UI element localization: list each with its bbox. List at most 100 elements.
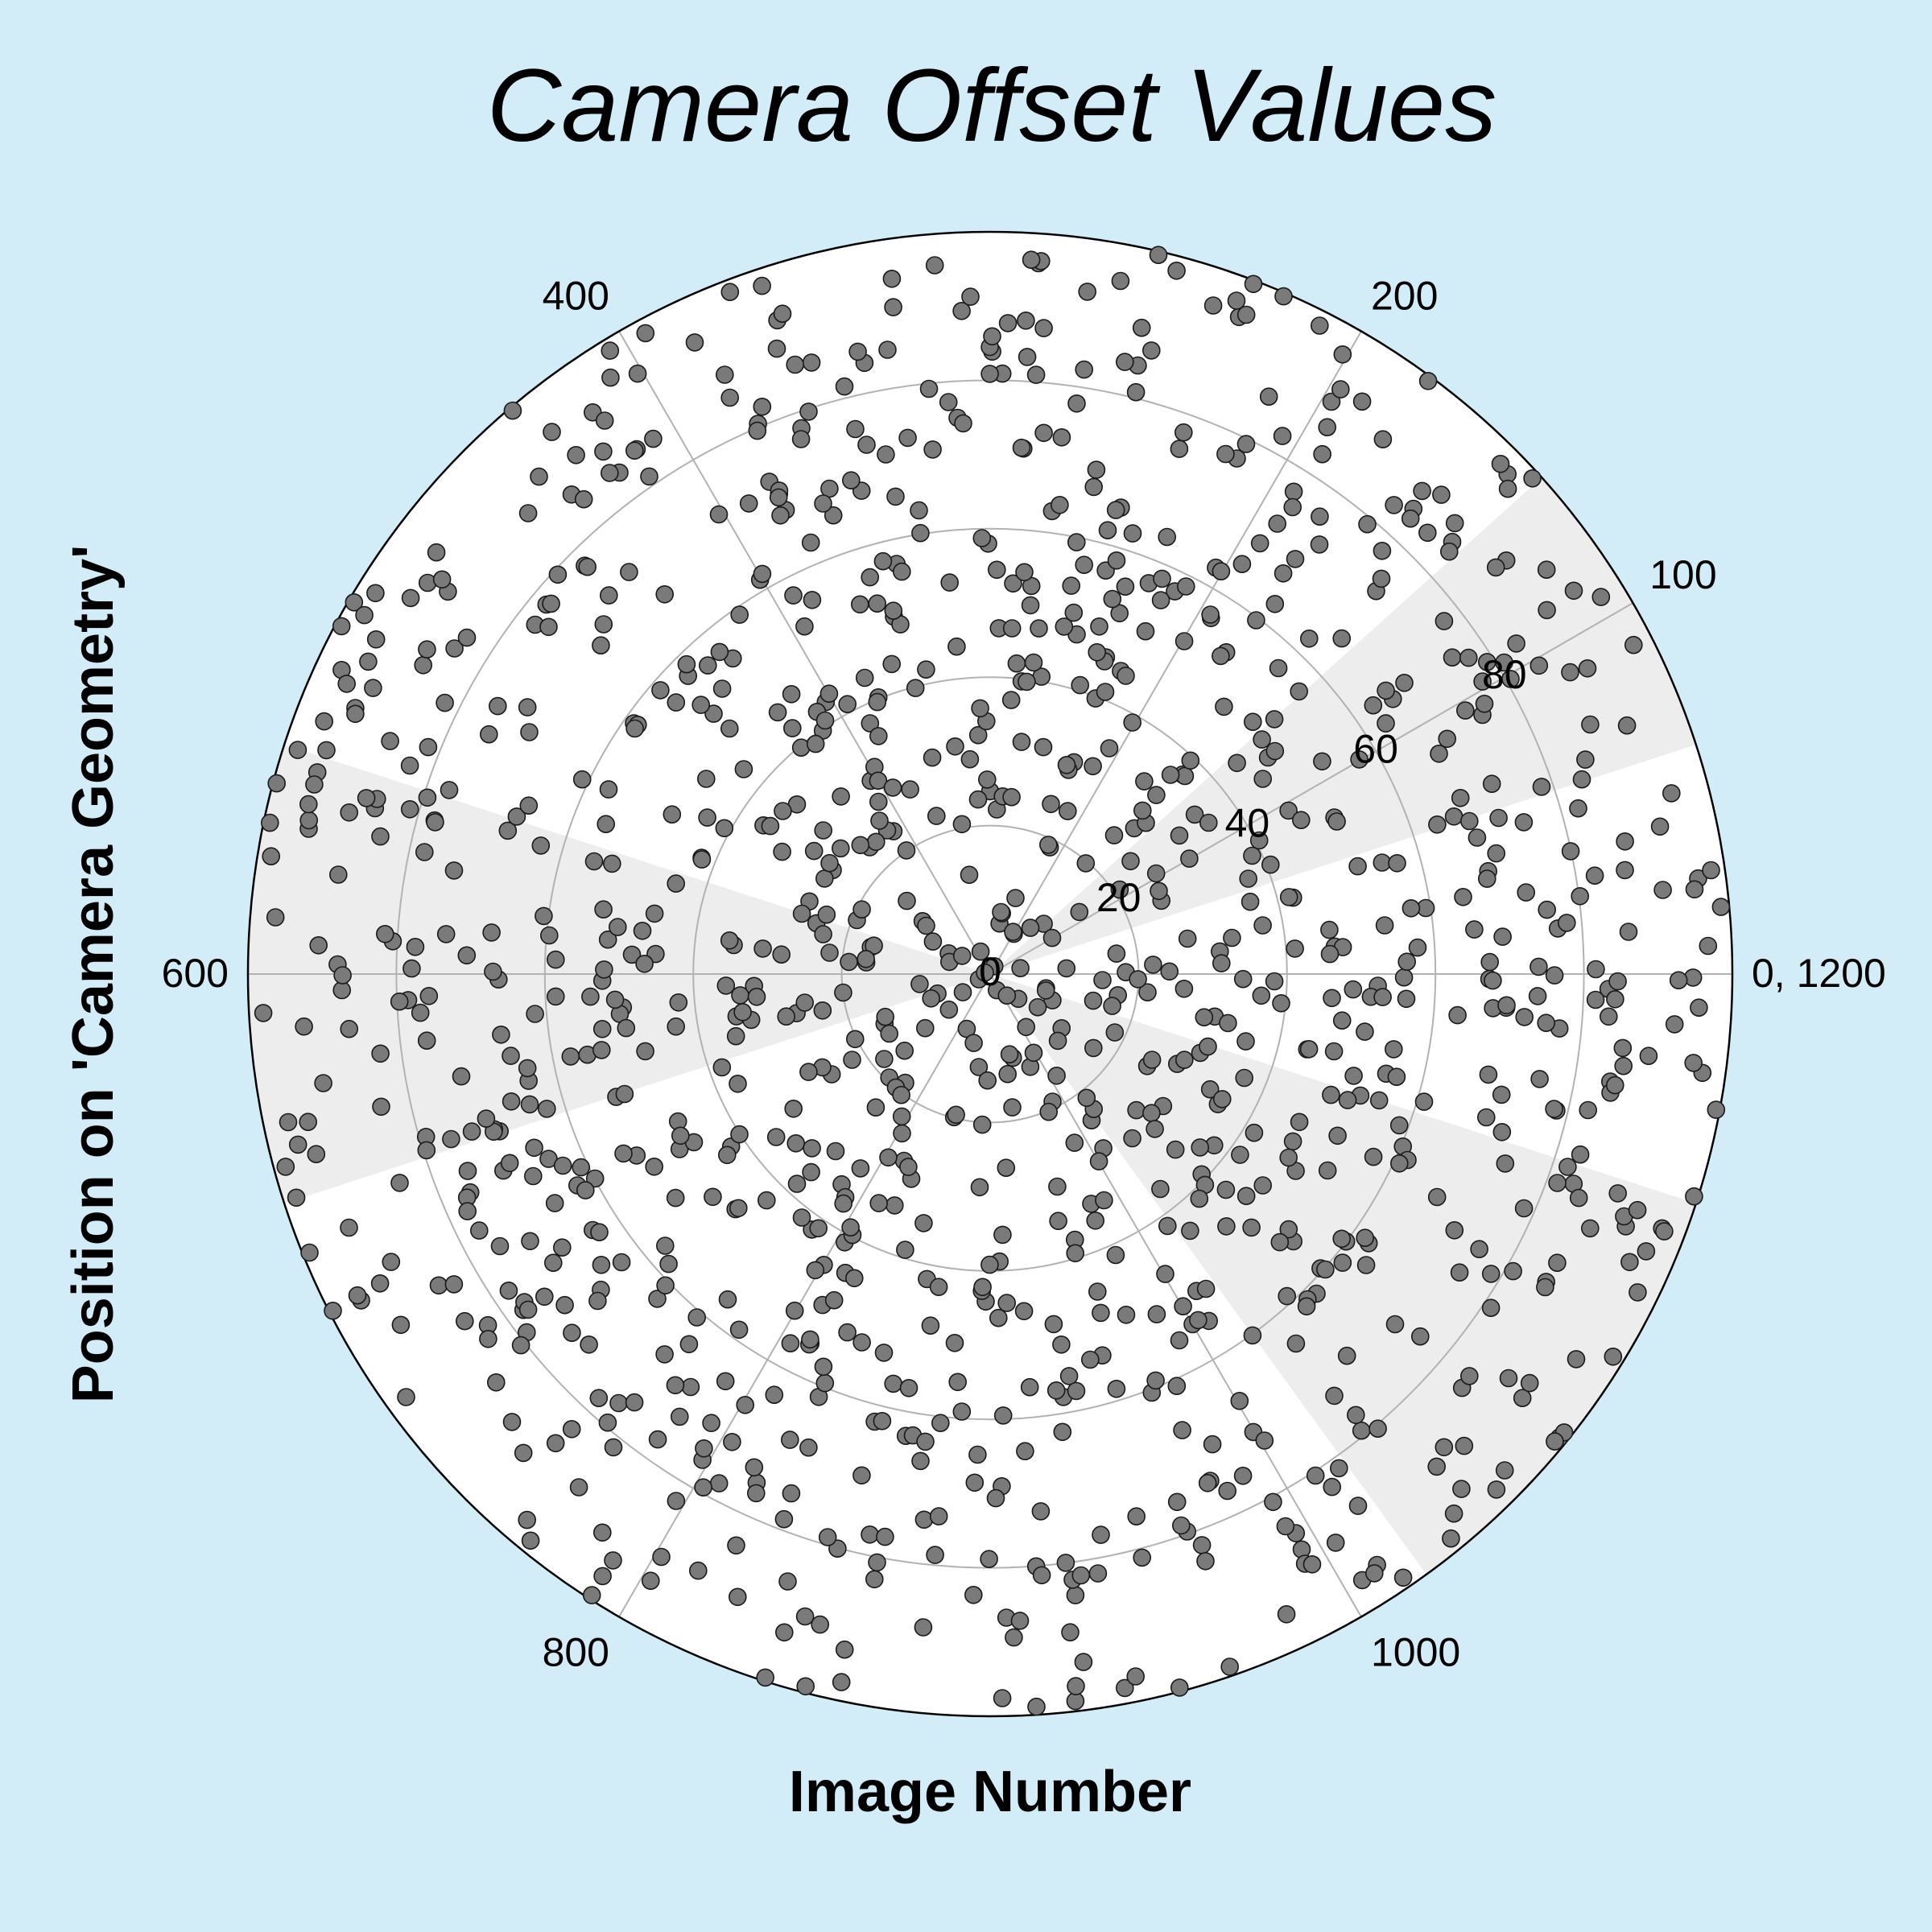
- data-point: [971, 942, 990, 961]
- data-point: [1075, 360, 1093, 379]
- data-point: [917, 660, 935, 679]
- data-point: [976, 963, 994, 982]
- data-point: [852, 1466, 871, 1485]
- data-point: [1387, 1067, 1406, 1086]
- data-point: [1255, 1431, 1274, 1450]
- data-point: [1265, 972, 1284, 991]
- data-point: [1212, 646, 1230, 666]
- data-point: [782, 719, 802, 737]
- data-point: [848, 342, 867, 361]
- data-point: [965, 1473, 985, 1492]
- data-point: [720, 283, 740, 302]
- data-point: [1084, 757, 1102, 776]
- data-point: [1365, 1564, 1384, 1583]
- data-point: [1373, 853, 1392, 872]
- data-point: [1116, 353, 1134, 371]
- data-point: [1107, 551, 1126, 570]
- data-point: [1629, 1283, 1647, 1302]
- data-point: [1332, 629, 1351, 648]
- data-point: [605, 990, 625, 1009]
- data-point: [1344, 980, 1363, 999]
- data-point: [1514, 813, 1534, 832]
- data-point: [1123, 524, 1142, 543]
- data-point: [921, 1316, 940, 1335]
- data-point: [502, 1092, 521, 1111]
- data-point: [1327, 812, 1346, 831]
- data-point: [1062, 576, 1080, 595]
- data-point: [1213, 1090, 1232, 1108]
- data-point: [267, 774, 287, 793]
- data-point: [1004, 574, 1022, 593]
- data-point: [1005, 1628, 1023, 1647]
- data-point: [417, 1141, 436, 1160]
- data-point: [1368, 1419, 1387, 1438]
- data-point: [419, 987, 439, 1005]
- data-point: [969, 1058, 989, 1076]
- data-point: [444, 861, 464, 880]
- data-point: [364, 679, 382, 697]
- data-point: [986, 1488, 1005, 1508]
- data-point: [939, 1000, 959, 1019]
- data-point: [968, 1445, 987, 1464]
- data-point: [500, 1154, 519, 1173]
- data-point: [1127, 1100, 1146, 1120]
- data-point: [1151, 591, 1170, 609]
- data-point: [1007, 654, 1026, 673]
- data-point: [910, 501, 928, 520]
- data-point: [852, 1333, 871, 1352]
- data-point: [1418, 523, 1437, 543]
- data-point: [1325, 1386, 1344, 1406]
- data-point: [1650, 817, 1670, 836]
- data-point: [337, 675, 357, 693]
- data-point: [1175, 1051, 1194, 1069]
- shaded-sector-0: [990, 477, 1696, 974]
- data-point: [826, 1141, 845, 1161]
- data-point: [892, 1107, 911, 1126]
- data-point: [1576, 750, 1595, 769]
- data-point: [1620, 1253, 1639, 1272]
- data-point: [817, 905, 836, 924]
- data-point: [1244, 712, 1262, 732]
- data-point: [1283, 1132, 1302, 1151]
- radial-tick-labels: 0 20 40 60 80: [979, 652, 1526, 994]
- data-point: [1356, 1228, 1374, 1247]
- data-point: [260, 813, 279, 832]
- data-point: [1016, 1442, 1034, 1460]
- data-point: [498, 821, 518, 840]
- data-point: [1286, 550, 1305, 568]
- data-point: [1337, 1346, 1356, 1365]
- data-point: [868, 1553, 886, 1572]
- data-point: [1070, 902, 1089, 922]
- data-point: [983, 327, 1001, 346]
- data-point: [1352, 1421, 1371, 1440]
- data-point: [834, 983, 852, 1002]
- data-point: [1272, 994, 1290, 1013]
- data-point: [1283, 497, 1302, 517]
- data-point: [1616, 832, 1634, 851]
- data-point: [997, 1294, 1016, 1312]
- data-point: [526, 1005, 544, 1023]
- data-point: [869, 771, 888, 791]
- data-point: [1435, 1438, 1454, 1457]
- data-point: [923, 748, 942, 767]
- data-point: [1253, 1176, 1272, 1195]
- data-point: [514, 1443, 533, 1463]
- data-point: [315, 712, 334, 731]
- data-point: [1606, 990, 1624, 1009]
- data-point: [518, 1300, 538, 1319]
- data-point: [1039, 1102, 1058, 1121]
- data-point: [1031, 1502, 1051, 1521]
- data-point: [766, 1128, 786, 1146]
- data-point: [669, 993, 688, 1012]
- data-point: [715, 365, 734, 384]
- data-point: [1322, 1085, 1340, 1104]
- data-point: [767, 339, 786, 358]
- data-point: [1022, 250, 1041, 270]
- data-point: [1121, 852, 1140, 871]
- data-point: [601, 368, 620, 387]
- data-point: [411, 1003, 430, 1022]
- data-point: [622, 945, 642, 964]
- data-point: [734, 760, 753, 778]
- data-point: [911, 1451, 930, 1471]
- data-point: [1014, 1302, 1034, 1321]
